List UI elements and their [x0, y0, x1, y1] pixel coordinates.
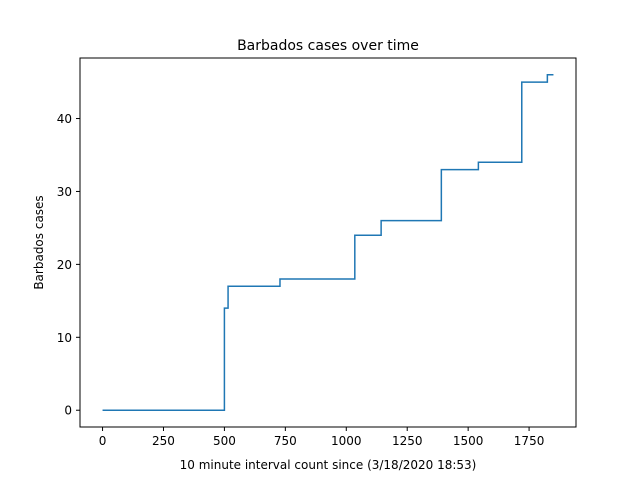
x-tick-label: 1750: [514, 434, 545, 448]
y-tick-label: 10: [57, 331, 72, 345]
x-tick-label: 500: [213, 434, 236, 448]
plot-layer: [102, 74, 554, 411]
x-axis-label: 10 minute interval count since (3/18/202…: [180, 458, 477, 472]
y-tick-label: 30: [57, 185, 72, 199]
axes-frame: [79, 57, 577, 428]
x-tick-label: 0: [99, 434, 107, 448]
x-tick-label: 1000: [331, 434, 362, 448]
y-tick-label: 40: [57, 112, 72, 126]
y-axis-label: Barbados cases: [32, 195, 46, 289]
x-axis-ticks: 0 250 500 750 1000 1250 1500 1750: [99, 427, 545, 448]
y-axis-ticks: 0 10 20 30 40: [57, 112, 80, 418]
x-tick-label: 750: [274, 434, 297, 448]
x-tick-label: 1250: [392, 434, 423, 448]
y-tick-label: 20: [57, 258, 72, 272]
series-line-0: [102, 74, 554, 411]
x-tick-label: 1500: [453, 434, 484, 448]
x-tick-label: 250: [152, 434, 175, 448]
chart-title: Barbados cases over time: [237, 38, 419, 54]
y-tick-label: 0: [64, 404, 72, 418]
